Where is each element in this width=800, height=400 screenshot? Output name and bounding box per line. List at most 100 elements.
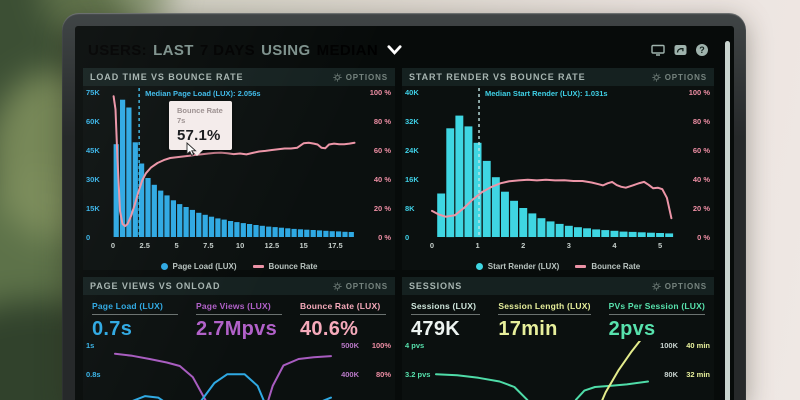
legend-item-start-render[interactable]: Start Render (LUX) [475,262,560,271]
scrollbar[interactable] [725,41,730,400]
header-segment: USING [261,41,311,59]
metric-sessions: Sessions (LUX) 479K [402,299,489,341]
app-header: USERS: LAST 7 DAYS USING MEDIAN [75,26,734,67]
svg-text:2.5: 2.5 [140,241,150,250]
metric-label: Sessions (LUX) [411,301,477,311]
tooltip-value: 57.1% [177,126,221,144]
legend-label: Start Render (LUX) [487,262,560,271]
legend-item-bounce-rate[interactable]: Bounce Rate [575,262,640,271]
chart-tooltip: Bounce Rate 7s 57.1% [169,101,232,155]
legend-item-page-load[interactable]: Page Load (LUX) [160,262,237,271]
svg-text:20 %: 20 % [693,204,710,213]
chevron-down-icon [387,45,402,55]
svg-text:45K: 45K [86,146,100,155]
svg-text:32 min: 32 min [686,370,710,379]
chart-legend: Page Load (LUX) Bounce Rate [83,258,395,275]
load-time-chart-canvas[interactable]: Bounce Rate 7s 57.1% 0 15K 30K 45K 60K 75K 0 %… [83,86,395,258]
panel-header: START RENDER VS BOUNCE RATE OPTIONS [402,68,714,86]
panel-start-render-vs-bounce-rate: START RENDER VS BOUNCE RATE OPTIONS 0 8K 1… [402,68,714,271]
gear-icon [652,72,661,82]
series-dot-icon [160,263,168,270]
svg-text:40 %: 40 % [374,175,391,184]
tooltip-series: Bounce Rate [177,106,223,115]
options-label: OPTIONS [664,281,707,291]
svg-text:Median Page Load (LUX): 2.056s: Median Page Load (LUX): 2.056s [145,89,260,98]
options-button[interactable]: OPTIONS [333,73,388,82]
svg-text:80K: 80K [664,370,678,379]
svg-text:24K: 24K [405,146,419,155]
report-selector-button[interactable]: USERS: LAST 7 DAYS USING MEDIAN [88,42,402,59]
panel-load-time-vs-bounce-rate: LOAD TIME VS BOUNCE RATE OPTIONS Bounce … [83,68,395,271]
metric-divider [608,314,705,315]
series-line-icon [575,265,587,268]
svg-text:40 min: 40 min [686,341,710,350]
series-dot-icon [475,263,483,270]
svg-text:16K: 16K [405,175,419,184]
svg-text:2: 2 [521,241,525,250]
header-segment: MEDIAN [316,41,379,59]
dashboard-grid: LOAD TIME VS BOUNCE RATE OPTIONS Bounce … [75,67,734,400]
gear-icon [333,72,342,82]
panel-page-views-vs-onload: PAGE VIEWS VS ONLOAD OPTIONS Page Load (… [83,277,395,400]
sessions-chart-canvas[interactable]: 4 pvs 3.2 pvs 100K 40 min 80K 32 min [402,341,714,400]
svg-text:100 %: 100 % [689,88,711,97]
mouse-cursor-icon [186,142,197,157]
panel-header: PAGE VIEWS VS ONLOAD OPTIONS [83,277,395,295]
legend-item-bounce-rate[interactable]: Bounce Rate [252,262,318,271]
svg-text:80 %: 80 % [374,117,391,126]
metric-bounce-rate: Bounce Rate (LUX) 40.6% [291,299,395,341]
options-button[interactable]: OPTIONS [652,73,707,82]
panel-title: PAGE VIEWS VS ONLOAD [90,281,221,291]
gear-icon [652,281,661,291]
svg-text:1: 1 [476,241,480,250]
svg-text:0: 0 [111,241,115,250]
display-icon[interactable] [651,44,665,56]
svg-text:0 %: 0 % [378,233,391,242]
metric-session-length: Session Length (LUX) 17min [489,299,599,341]
start-render-chart-canvas[interactable]: 0 8K 16K 24K 32K 40K 0 % 20 % 40 % 60 % 80 % 100 % 0… [402,86,714,258]
panel-header: SESSIONS OPTIONS [402,277,714,295]
svg-text:17.5: 17.5 [328,241,343,250]
help-icon[interactable]: ? [696,44,708,56]
metric-divider [196,314,282,315]
metric-row: Sessions (LUX) 479K Session Length (LUX)… [402,295,714,341]
options-label: OPTIONS [345,72,388,82]
svg-text:15K: 15K [86,204,100,213]
share-icon[interactable] [674,44,687,56]
svg-text:400K: 400K [341,370,360,379]
metric-label: Bounce Rate (LUX) [300,301,381,311]
svg-text:60K: 60K [86,117,100,126]
options-label: OPTIONS [345,281,388,291]
header-segment: 7 DAYS [199,41,256,59]
metric-page-load: Page Load (LUX) 0.7s [83,299,187,341]
dashboard-screen: USERS: LAST 7 DAYS USING MEDIAN [75,26,734,400]
header-icon-group: ? [651,44,708,56]
panel-title: SESSIONS [409,281,463,291]
svg-text:0 %: 0 % [697,233,710,242]
metric-label: PVs Per Session (LUX) [608,301,705,311]
svg-text:0.8s: 0.8s [86,370,101,379]
svg-text:80%: 80% [376,370,391,379]
svg-text:7.5: 7.5 [203,241,213,250]
svg-text:3: 3 [567,241,571,250]
svg-text:15: 15 [299,241,307,250]
svg-text:10: 10 [236,241,244,250]
svg-text:60 %: 60 % [374,146,391,155]
laptop-bezel: USERS: LAST 7 DAYS USING MEDIAN [62,13,746,400]
metric-value: 0.7s [92,318,133,340]
metric-pvs-per-session: PVs Per Session (LUX) 2pvs [600,299,714,341]
panel-header: LOAD TIME VS BOUNCE RATE OPTIONS [83,68,395,86]
svg-text:60 %: 60 % [693,146,710,155]
panel-sessions: SESSIONS OPTIONS Sessions (LUX) 479K [402,277,714,400]
options-button[interactable]: OPTIONS [333,282,388,291]
options-label: OPTIONS [664,72,707,82]
options-button[interactable]: OPTIONS [652,282,707,291]
header-segment: USERS: [88,41,148,59]
gear-icon [333,281,342,291]
svg-text:0: 0 [430,241,434,250]
metric-value: 479K [411,318,461,340]
svg-text:4 pvs: 4 pvs [405,341,424,350]
legend-label: Bounce Rate [268,262,318,271]
svg-text:20 %: 20 % [374,204,391,213]
